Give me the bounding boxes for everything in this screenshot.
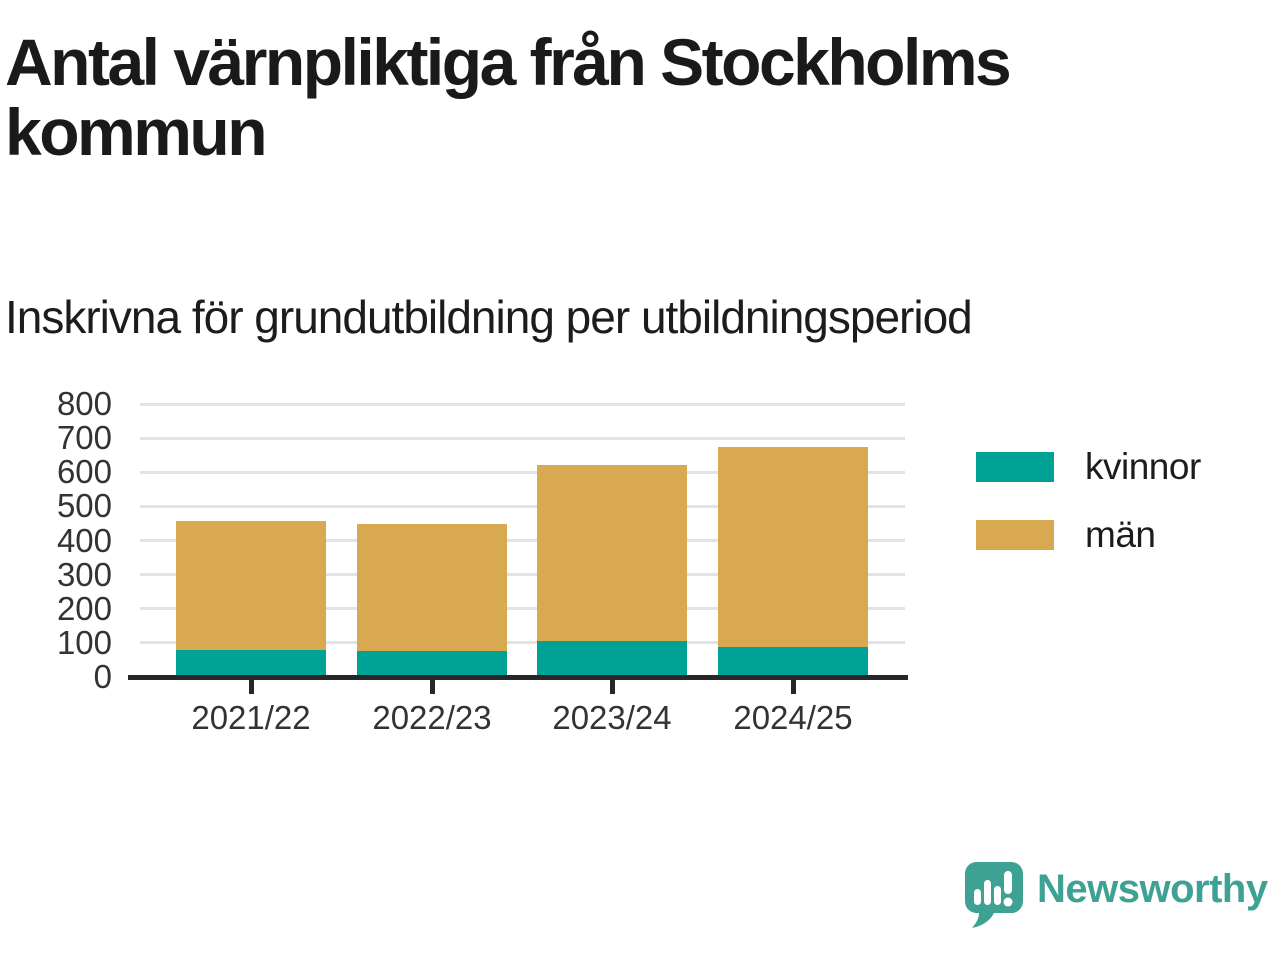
y-axis-label-300: 300	[56, 555, 112, 593]
chart-legend: kvinnor män	[976, 446, 1201, 582]
x-axis-line	[128, 675, 908, 680]
gridline-400	[140, 539, 905, 542]
x-axis-label-2022/23: 2022/23	[372, 699, 492, 736]
gridline-500	[140, 504, 905, 508]
x-axis-label-2024/25: 2024/25	[733, 699, 853, 736]
bar-segment-män-2021/22	[176, 520, 326, 651]
bar-segment-kvinnor-2023/24	[537, 640, 687, 677]
gridline-800	[140, 402, 905, 406]
legend-item-män: män	[976, 514, 1201, 556]
legend-label-kvinnor: kvinnor	[1085, 446, 1201, 487]
newsworthy-logo-text: Newsworthy	[1037, 866, 1268, 911]
y-axis-label-400: 400	[56, 521, 112, 559]
gridline-300	[140, 573, 905, 577]
bar-segment-kvinnor-2021/22	[176, 650, 326, 677]
bar-segment-män-2022/23	[357, 524, 507, 651]
legend-swatch-män	[976, 520, 1054, 550]
gridline-100	[140, 641, 905, 645]
y-axis-label-100: 100	[56, 623, 112, 661]
bar-segment-kvinnor-2024/25	[718, 647, 868, 677]
y-axis-label-500: 500	[56, 487, 112, 525]
x-axis-tick-2024/25	[790, 680, 796, 694]
legend-label-män: män	[1085, 514, 1156, 555]
chart-title: Antal värnpliktiga från Stockholms kommu…	[5, 25, 1012, 169]
x-axis-tick-2023/24	[609, 680, 615, 694]
y-axis-label-600: 600	[56, 453, 112, 491]
legend-item-kvinnor: kvinnor	[976, 446, 1201, 488]
newsworthy-logo: Newsworthy	[963, 860, 1268, 930]
y-axis-label-800: 800	[56, 385, 112, 422]
bar-segment-män-2024/25	[718, 446, 868, 648]
chart-subtitle: Inskrivna för grundutbildning per utbild…	[5, 291, 973, 343]
gridline-600	[140, 470, 905, 474]
bar-segment-kvinnor-2022/23	[357, 650, 507, 677]
y-axis-label-700: 700	[56, 419, 112, 457]
x-axis-tick-2022/23	[429, 680, 435, 694]
gridline-700	[140, 436, 905, 440]
x-axis-label-2021/22: 2021/22	[191, 699, 311, 736]
x-axis-tick-2021/22	[248, 680, 254, 694]
y-axis-label-200: 200	[56, 589, 112, 627]
newsworthy-logo-icon	[965, 862, 1023, 928]
bar-segment-män-2023/24	[537, 465, 687, 641]
legend-swatch-kvinnor	[976, 452, 1054, 482]
y-axis-label-0: 0	[93, 658, 112, 695]
gridline-200	[140, 607, 905, 611]
x-axis-label-2023/24: 2023/24	[552, 699, 672, 736]
